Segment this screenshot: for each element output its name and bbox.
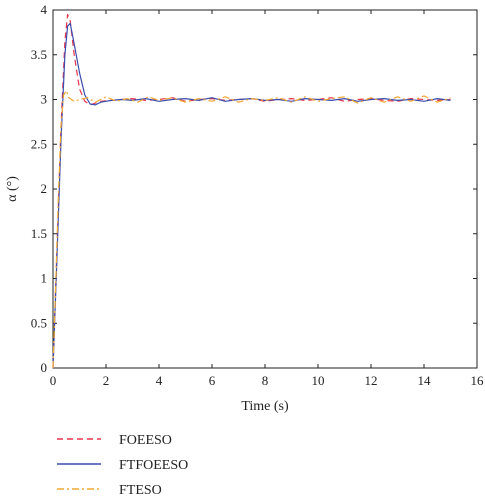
x-tick-label: 6 — [209, 373, 216, 388]
ticks-layer: 0 2 4 6 8 10 12 14 16 0 0.5 1 1.5 2 2.5 3 3.5 4 — [31, 2, 484, 388]
legend: FOEESO FTFOEESO FTESO — [57, 433, 188, 498]
y-tick-label: 4 — [41, 2, 48, 17]
legend-label-foeeso: FOEESO — [119, 433, 172, 448]
x-tick-label: 10 — [312, 373, 325, 388]
x-tick-label: 12 — [365, 373, 378, 388]
series-line-fteso — [52, 89, 451, 369]
x-tick-label: 14 — [418, 373, 432, 388]
x-tick-label: 8 — [262, 373, 269, 388]
y-tick-label: 2 — [41, 181, 48, 196]
y-tick-label: 1.5 — [31, 226, 47, 241]
y-tick-label: 3 — [41, 92, 48, 107]
y-axis-label: α (°) — [5, 176, 20, 202]
series-line-foeeso — [52, 13, 451, 369]
legend-label-ftfoeeso: FTFOEESO — [119, 458, 188, 473]
y-tick-label: 0.5 — [31, 315, 47, 330]
x-axis-label: Time (s) — [241, 399, 289, 414]
x-tick-label: 16 — [471, 373, 485, 388]
series-line-ftfoeeso — [52, 22, 451, 369]
legend-label-fteso: FTESO — [119, 483, 162, 498]
y-tick-label: 3.5 — [31, 47, 47, 62]
y-tick-label: 1 — [41, 271, 48, 286]
y-tick-label: 0 — [41, 360, 48, 375]
plot-frame — [52, 9, 478, 369]
x-tick-label: 0 — [50, 373, 57, 388]
x-tick-label: 2 — [103, 373, 110, 388]
x-tick-label: 4 — [156, 373, 163, 388]
y-tick-label: 2.5 — [31, 136, 47, 151]
series-layer — [52, 13, 451, 369]
